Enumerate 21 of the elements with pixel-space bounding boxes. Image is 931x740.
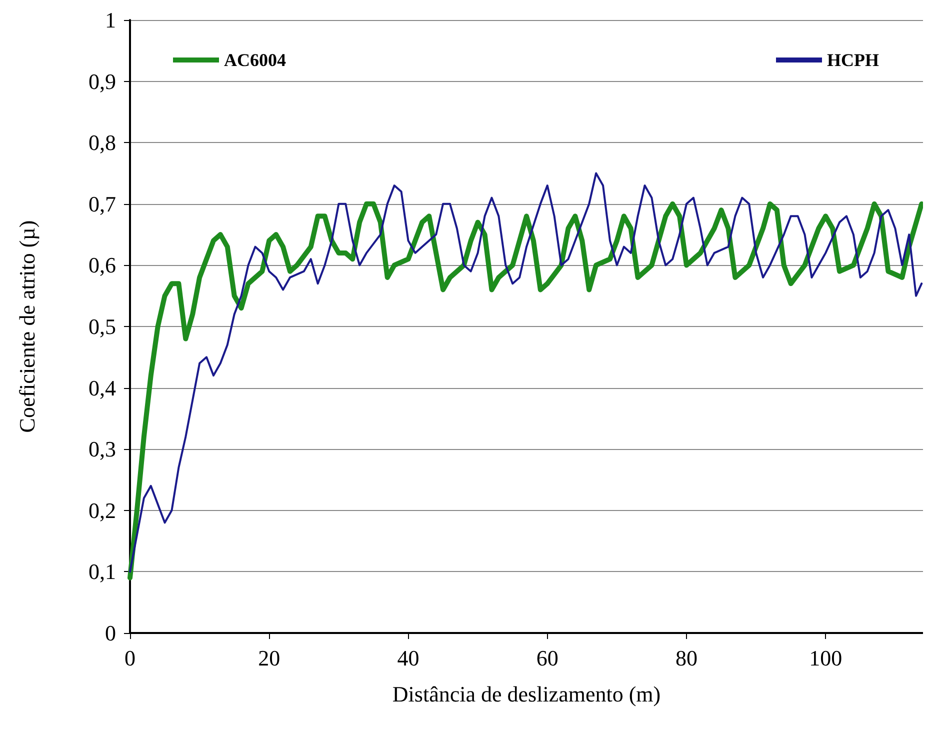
x-axis-title: Distância de deslizamento (m) (392, 682, 661, 706)
x-tick-label: 60 (536, 646, 558, 670)
legend-label: AC6004 (224, 50, 286, 70)
y-tick-label: 1 (105, 8, 116, 32)
x-tick-label: 100 (809, 646, 842, 670)
y-axis-title: Coeficiente de atrito (µ) (14, 220, 40, 433)
x-tick-label: 80 (675, 646, 698, 670)
y-tick-label: 0,8 (88, 130, 116, 156)
legend-label: HCPH (827, 50, 879, 70)
y-tick-label: 0,9 (88, 68, 116, 94)
y-tick-label: 0,6 (88, 252, 116, 278)
y-tick-label: 0,1 (88, 559, 116, 584)
y-tick-label: 0 (105, 620, 116, 646)
y-tick-label: 0,4 (88, 375, 116, 400)
y-tick-label: 0,2 (88, 498, 116, 523)
x-tick-label: 0 (124, 646, 136, 670)
x-tick-label: 40 (397, 646, 420, 670)
x-tick-label: 20 (258, 646, 280, 670)
y-tick-label: 0,3 (88, 436, 116, 462)
y-tick-label: 0,5 (88, 314, 116, 339)
y-tick-label: 0,7 (88, 191, 116, 216)
